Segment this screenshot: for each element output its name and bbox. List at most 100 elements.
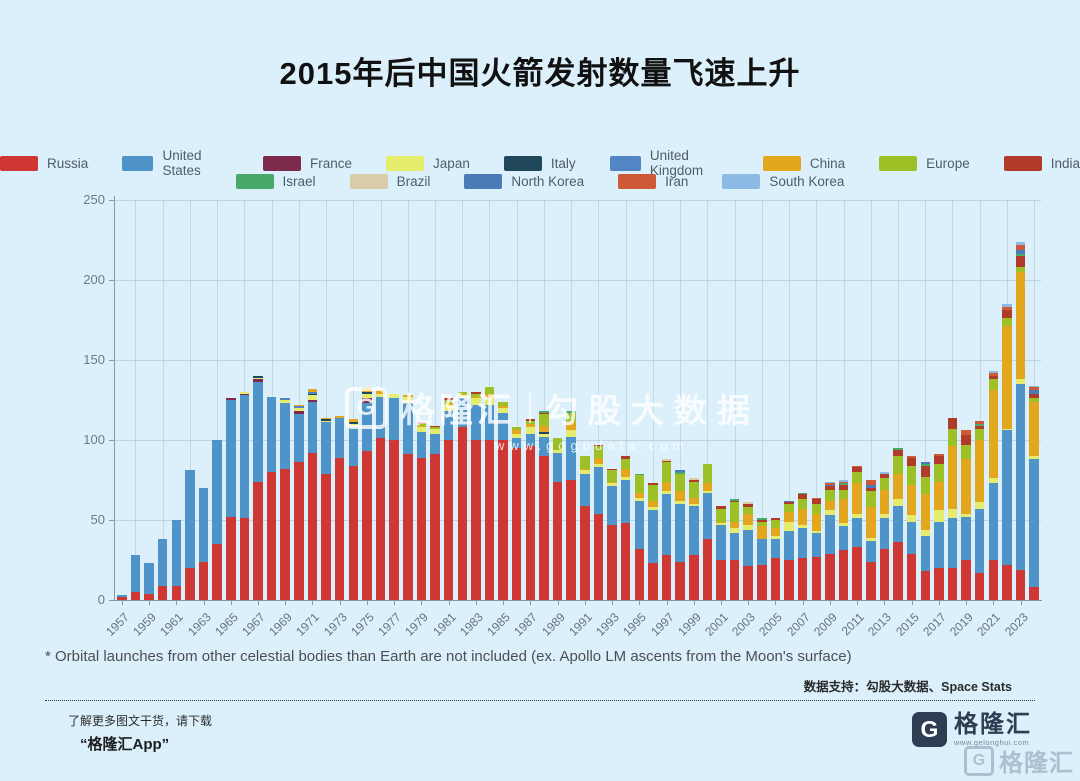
bar-segment-europe [416,424,427,426]
legend-item-russia: Russia [0,148,88,178]
stacked-bar-2004 [757,518,767,600]
bar-segment-united-states [239,395,250,519]
x-tick-mark [121,600,123,605]
stacked-bar-1976 [375,390,386,600]
bar-segment-russia [334,457,345,600]
bar-segment-russia [825,553,835,600]
stacked-bar-2013 [879,472,890,600]
bar-segment-india [729,500,740,503]
bar-segment-russia [852,547,862,600]
bar-segment-united-states [226,400,236,517]
bar-segment-russia [294,462,304,600]
bar-segment-europe [702,464,713,484]
stacked-bar-plot: 1957 1959 1961 1963 1965 1967 1969 1971 1973 1975… [103,200,1041,639]
legend-label: Brazil [396,174,431,189]
bar-segment-india [661,460,672,463]
bar-segment-north-korea [675,470,685,473]
bar-segment-europe [620,459,631,469]
bar-segment-russia [1002,564,1012,600]
legend-item-iran: Iran [618,174,688,189]
bar-segment-japan [893,499,903,506]
y-tick-mark [109,280,115,281]
bar-segment-india [852,467,862,473]
y-tick-mark [109,520,115,521]
bar-segment-japan [457,395,467,399]
legend-label: Japan [433,155,470,171]
stacked-bar-1962 [185,470,195,600]
legend-item-south-korea: South Korea [722,174,844,189]
stacked-bar-2018 [947,417,958,600]
x-tick-mark [421,600,423,605]
legend-swatch [879,155,918,171]
bar-segment-united-states [294,414,304,463]
stacked-bar-1989 [552,438,563,600]
bar-segment-europe [716,508,726,522]
bar-segment-united-states [525,433,536,447]
bar-segment-united-states [334,417,345,458]
bar-segment-europe [443,400,454,404]
legend-item-united-states: United States [122,148,229,178]
bar-segment-united-states [934,521,944,568]
bar-segment-united-states [321,422,331,474]
bar-segment-china [334,416,345,418]
gridline-vertical [925,200,927,600]
bar-segment-japan [689,504,699,506]
bar-segment-japan [920,529,930,537]
bar-segment-europe [974,428,985,441]
bar-segment-united-states [511,438,522,448]
bar-segment-europe [729,502,740,522]
bar-segment-europe [648,484,658,501]
bar-segment-russia [117,596,127,600]
legend-label: United Kingdom [649,148,704,178]
bar-segment-united-states [375,396,386,439]
bar-segment-india [920,465,930,477]
bar-segment-india [906,457,917,466]
bar-segment-japan [974,502,985,509]
bar-segment-china [443,403,454,405]
bar-segment-united-states [362,403,372,452]
stacked-bar-2019 [961,430,971,600]
stacked-bar-2023 [1015,241,1026,600]
bar-segment-china [702,483,713,492]
bar-segment-china [294,404,304,407]
bar-segment-russia [1029,587,1039,600]
bar-segment-united-states [539,436,549,456]
bar-segment-india [825,486,835,490]
gridline-vertical [870,200,872,600]
bar-segment-china [648,500,658,508]
legend-swatch [122,155,154,171]
bar-segment-united-states [157,539,168,586]
bar-segment-italy [253,376,263,378]
x-tick-mark [993,600,995,605]
stacked-bar-2000 [702,464,713,600]
bar-segment-india [893,449,903,457]
bar-segment-russia [443,440,454,600]
bar-segment-russia [389,440,399,600]
bar-segment-russia [689,555,699,600]
bar-segment-japan [511,433,522,439]
bar-segment-russia [947,568,958,600]
x-tick-mark [748,600,750,605]
bar-segment-india [539,412,549,415]
bar-segment-china [757,526,767,540]
bar-segment-europe [934,464,944,482]
bar-segment-china [974,440,985,503]
bar-segment-united-states [430,433,440,455]
bar-segment-india [974,425,985,429]
bar-segment-south-korea [1029,385,1039,388]
bar-segment-japan [362,393,372,399]
bar-segment-europe [852,472,862,484]
bar-segment-russia [866,561,876,600]
bar-segment-china [743,513,753,525]
bar-segment-russia [934,568,944,600]
bar-segment-japan [375,393,386,397]
legend-swatch [618,174,657,189]
bar-segment-europe [947,428,958,447]
legend-label: Iran [665,174,689,189]
bar-segment-russia [906,553,917,600]
bar-segment-israel [675,472,685,474]
gridline-vertical [952,200,954,600]
stacked-bar-1985 [498,401,508,600]
bar-segment-russia [838,550,849,600]
bar-segment-north-korea [784,500,794,503]
